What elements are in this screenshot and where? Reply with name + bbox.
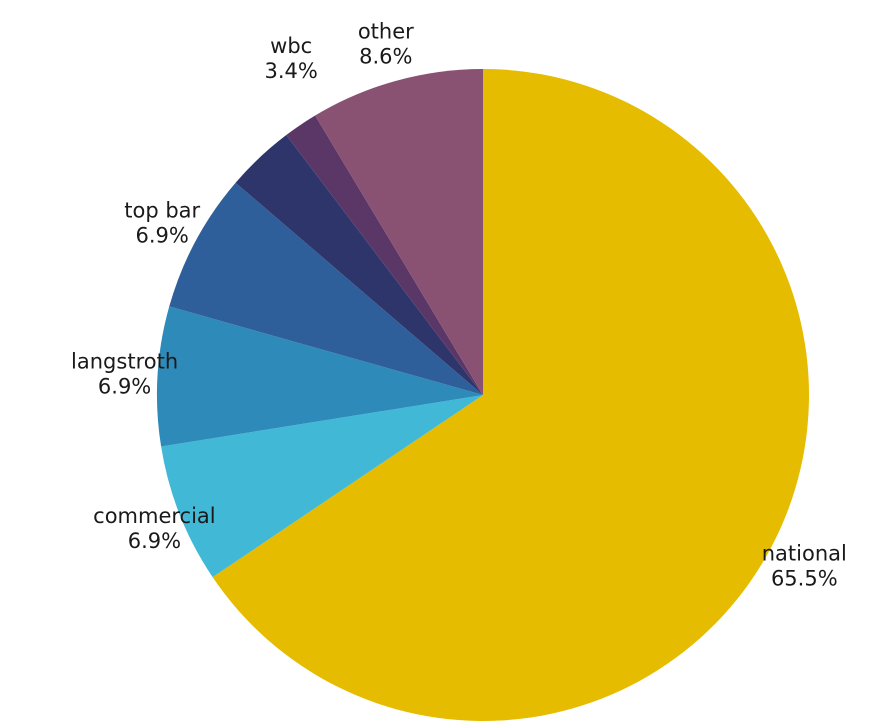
slice-value-label: 65.5% xyxy=(771,567,838,591)
slice-value-label: 3.4% xyxy=(265,59,318,83)
slice-label: top bar xyxy=(124,199,200,223)
slice-label: national xyxy=(762,542,847,566)
pie-slice-wbc xyxy=(286,115,483,395)
pie-labels: national65.5%commercial6.9%langstroth6.9… xyxy=(71,20,847,591)
slice-label: langstroth xyxy=(71,349,178,373)
pie-slice-unlabeled xyxy=(235,135,483,396)
slice-value-label: 6.9% xyxy=(136,224,189,248)
pie-slice-commercial xyxy=(161,395,483,578)
slice-value-label: 8.6% xyxy=(359,45,412,69)
pie-slice-langstroth xyxy=(156,306,483,447)
pie-slice-national xyxy=(212,69,809,721)
slice-label: wbc xyxy=(270,34,312,58)
pie-slice-top-bar xyxy=(169,182,483,395)
slice-value-label: 6.9% xyxy=(98,374,151,398)
pie-slice-other xyxy=(315,69,483,395)
slice-label: commercial xyxy=(93,504,215,528)
slice-label: other xyxy=(358,20,414,44)
pie-slices xyxy=(156,69,809,721)
slice-value-label: 6.9% xyxy=(128,529,181,553)
